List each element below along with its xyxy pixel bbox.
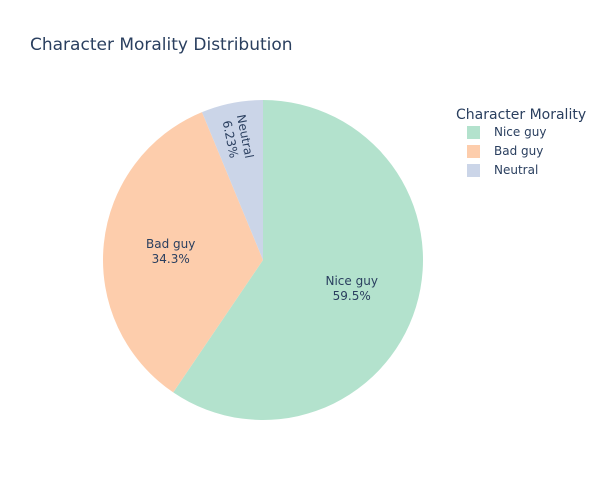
- pie-slice-bad-guy: [102, 112, 263, 393]
- slice-label-bad-guy: Bad guy 34.3%: [146, 237, 195, 266]
- pie-slices: [102, 100, 423, 420]
- pie-slice-neutral: [201, 100, 263, 260]
- legend-swatch-nice-guy[interactable]: [467, 126, 480, 139]
- pie-slice-nice-guy: [173, 100, 423, 420]
- legend-swatch-bad-guy[interactable]: [467, 145, 480, 158]
- legend-title: Character Morality: [456, 107, 586, 123]
- legend-label-bad-guy[interactable]: Bad guy: [494, 144, 543, 158]
- legend: Character Morality Nice guy Bad guy Neutra…: [456, 107, 586, 177]
- chart-title: Character Morality Distribution: [30, 35, 293, 55]
- legend-label-nice-guy[interactable]: Nice guy: [494, 125, 546, 139]
- legend-swatch-neutral[interactable]: [467, 164, 480, 177]
- legend-label-neutral[interactable]: Neutral: [494, 163, 538, 177]
- slice-label-nice-guy: Nice guy 59.5%: [325, 274, 377, 303]
